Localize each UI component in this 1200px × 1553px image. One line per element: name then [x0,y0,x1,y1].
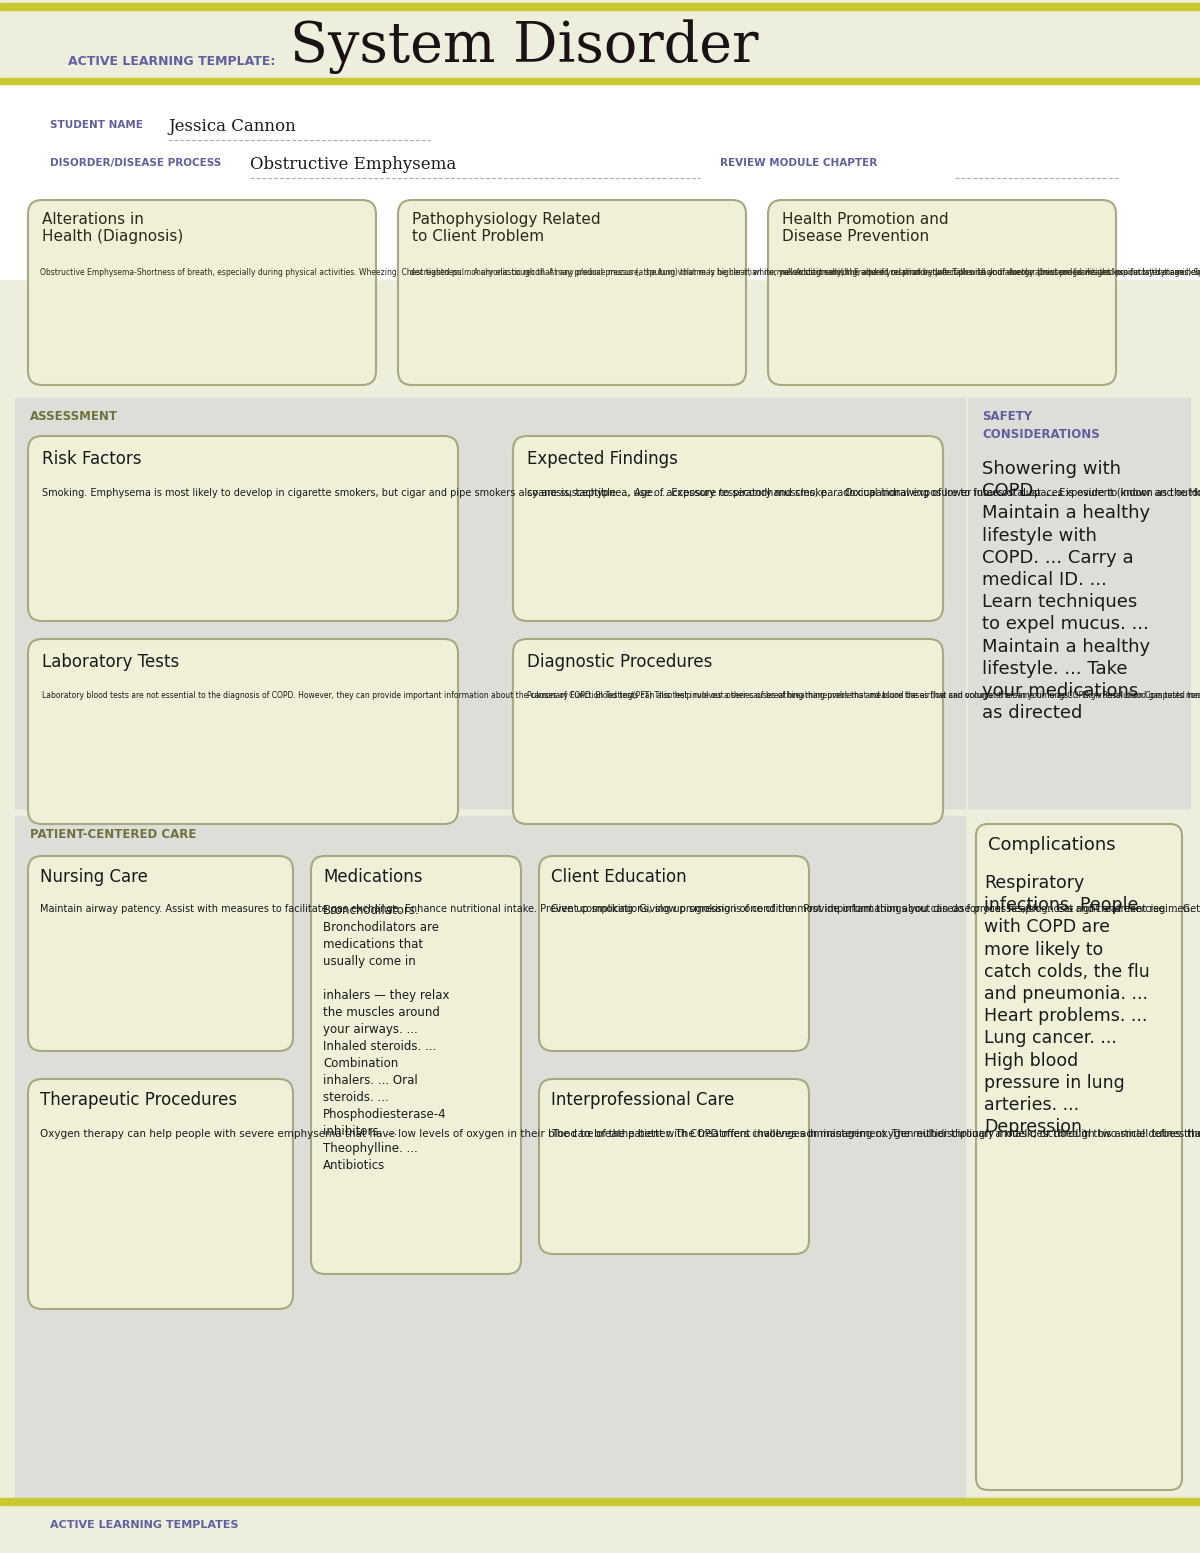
Text: Pathophysiology Related
to Client Problem: Pathophysiology Related to Client Proble… [412,213,601,244]
Bar [0,84,1200,280]
Text: Interprofessional Care: Interprofessional Care [551,1092,734,1109]
Text: Alterations in
Health (Diagnosis): Alterations in Health (Diagnosis) [42,213,184,244]
FancyBboxPatch shape [28,436,458,621]
Bar [968,398,1190,808]
Text: Jessica Cannon: Jessica Cannon [168,118,295,135]
Text: STUDENT NAME: STUDENT NAME [50,120,143,130]
Text: Showering with
COPD. ...
Maintain a healthy
lifestyle with
COPD. ... Carry a
med: Showering with COPD. ... Maintain a heal… [982,460,1150,722]
Text: REVIEW MODULE CHAPTER: REVIEW MODULE CHAPTER [720,158,877,168]
Text: ACTIVE LEARNING TEMPLATES: ACTIVE LEARNING TEMPLATES [50,1520,239,1530]
FancyBboxPatch shape [514,638,943,825]
Bar [0,9,1200,85]
Bar [0,78,1200,84]
Text: Pulmonary Function Testing(PFT) This test involves a series of breathing maneuve: Pulmonary Function Testing(PFT) This tes… [527,691,1200,700]
FancyBboxPatch shape [976,825,1182,1489]
Text: Expected Findings: Expected Findings [527,450,678,467]
Bar [14,398,965,808]
FancyBboxPatch shape [539,1079,809,1253]
FancyBboxPatch shape [311,856,521,1273]
Text: Nursing Care: Nursing Care [40,868,148,887]
FancyBboxPatch shape [539,856,809,1051]
Text: Therapeutic Procedures: Therapeutic Procedures [40,1092,238,1109]
Text: Laboratory Tests: Laboratory Tests [42,652,179,671]
Text: ACTIVE LEARNING TEMPLATE:: ACTIVE LEARNING TEMPLATE: [68,54,275,68]
FancyBboxPatch shape [28,638,458,825]
FancyBboxPatch shape [28,200,376,385]
Bar [0,1505,1200,1553]
Text: The care of the patient with COPD offers challenges in management. The multidisc: The care of the patient with COPD offers… [551,1129,1200,1138]
Text: Respiratory
infections. People
with COPD are
more likely to
catch colds, the flu: Respiratory infections. People with COPD… [984,874,1150,1137]
Text: DISORDER/DISEASE PROCESS: DISORDER/DISEASE PROCESS [50,158,221,168]
Text: Complications: Complications [988,836,1116,854]
Text: Obstructive Emphysema: Obstructive Emphysema [250,155,456,172]
Bar [0,1499,1200,1505]
Text: SAFETY: SAFETY [982,410,1032,422]
Bar [968,815,1190,1499]
Text: cyanosis, tachypnea, use of accessory respiratory muscles, paradoxical indrawing: cyanosis, tachypnea, use of accessory re… [527,488,1200,499]
FancyBboxPatch shape [398,200,746,385]
FancyBboxPatch shape [28,1079,293,1309]
Text: Risk Factors: Risk Factors [42,450,142,467]
Text: System Disorder: System Disorder [290,19,758,75]
Text: Client Education: Client Education [551,868,686,887]
Text: never start smoking, and if you smoke, quit. Talk with your doctor about program: never start smoking, and if you smoke, q… [780,269,1200,276]
FancyBboxPatch shape [514,436,943,621]
FancyBboxPatch shape [768,200,1116,385]
Bar [14,815,965,1499]
Text: ASSESSMENT: ASSESSMENT [30,410,118,422]
Text: CONSIDERATIONS: CONSIDERATIONS [982,429,1099,441]
Text: Oxygen therapy can help people with severe emphysema that have low levels of oxy: Oxygen therapy can help people with seve… [40,1129,1200,1138]
Text: Give up smoking. Giving up smoking is one of the most important things you can d: Give up smoking. Giving up smoking is on… [551,904,1200,915]
Text: Laboratory blood tests are not essential to the diagnosis of COPD. However, they: Laboratory blood tests are not essential… [42,691,1200,700]
Text: PATIENT-CENTERED CARE: PATIENT-CENTERED CARE [30,828,197,842]
Text: Maintain airway patency. Assist with measures to facilitate gas exchange. Enhanc: Maintain airway patency. Assist with mea… [40,904,1193,915]
Text: Obstructive Emphysema-Shortness of breath, especially during physical activities: Obstructive Emphysema-Shortness of breat… [40,269,1200,276]
Text: Health Promotion and
Disease Prevention: Health Promotion and Disease Prevention [782,213,949,244]
Text: decreased pulmonary elastic recoil. At any pleural pressure, the lung volume is : decreased pulmonary elastic recoil. At a… [410,269,1200,276]
Text: Bronchodilators.
Bronchodilators are
medications that
usually come in

inhalers : Bronchodilators. Bronchodilators are med… [323,904,450,1173]
Text: Medications: Medications [323,868,422,887]
Bar [0,3,1200,9]
FancyBboxPatch shape [28,856,293,1051]
Text: Smoking. Emphysema is most likely to develop in cigarette smokers, but cigar and: Smoking. Emphysema is most likely to dev… [42,488,1200,499]
Text: Diagnostic Procedures: Diagnostic Procedures [527,652,713,671]
